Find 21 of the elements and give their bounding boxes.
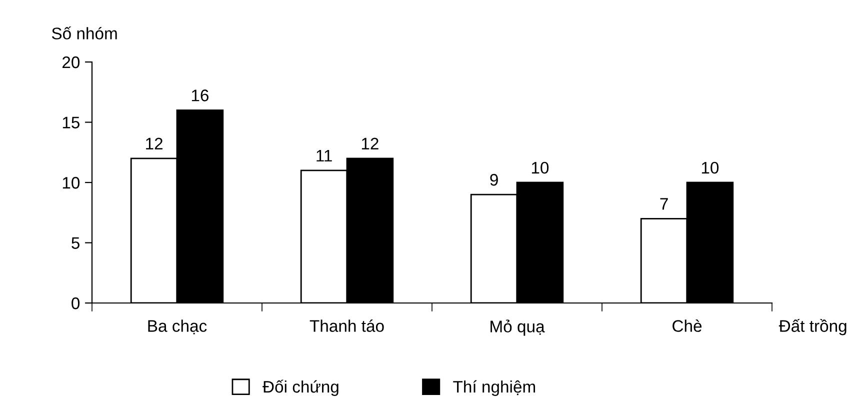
y-tick-label: 0 [72, 297, 80, 310]
legend-label: Đối chứng [262, 380, 338, 396]
x-tick-label: Mỏ quạ [490, 320, 545, 336]
data-label: 7 [660, 198, 668, 210]
data-label: 11 [316, 150, 332, 162]
y-axis-title: Số nhóm [52, 26, 117, 40]
y-tick-label: 20 [62, 56, 80, 68]
legend-label: Thí nghiệm [453, 380, 536, 396]
data-label: 10 [702, 162, 719, 174]
x-tick-label: Thanh táo [310, 319, 384, 332]
data-label: 9 [490, 174, 498, 186]
data-label: 12 [146, 138, 162, 150]
x-tick-label: Chè [672, 319, 702, 332]
data-label: 10 [532, 162, 549, 174]
y-tick-label: 10 [62, 176, 80, 189]
y-tick-label: 5 [72, 237, 80, 249]
x-axis-title: Đất trồng [778, 318, 846, 336]
x-tick-label: Ba chạc [148, 320, 207, 334]
data-label: 16 [192, 90, 208, 102]
data-label: 12 [362, 138, 378, 150]
y-tick-label: 15 [62, 116, 80, 128]
